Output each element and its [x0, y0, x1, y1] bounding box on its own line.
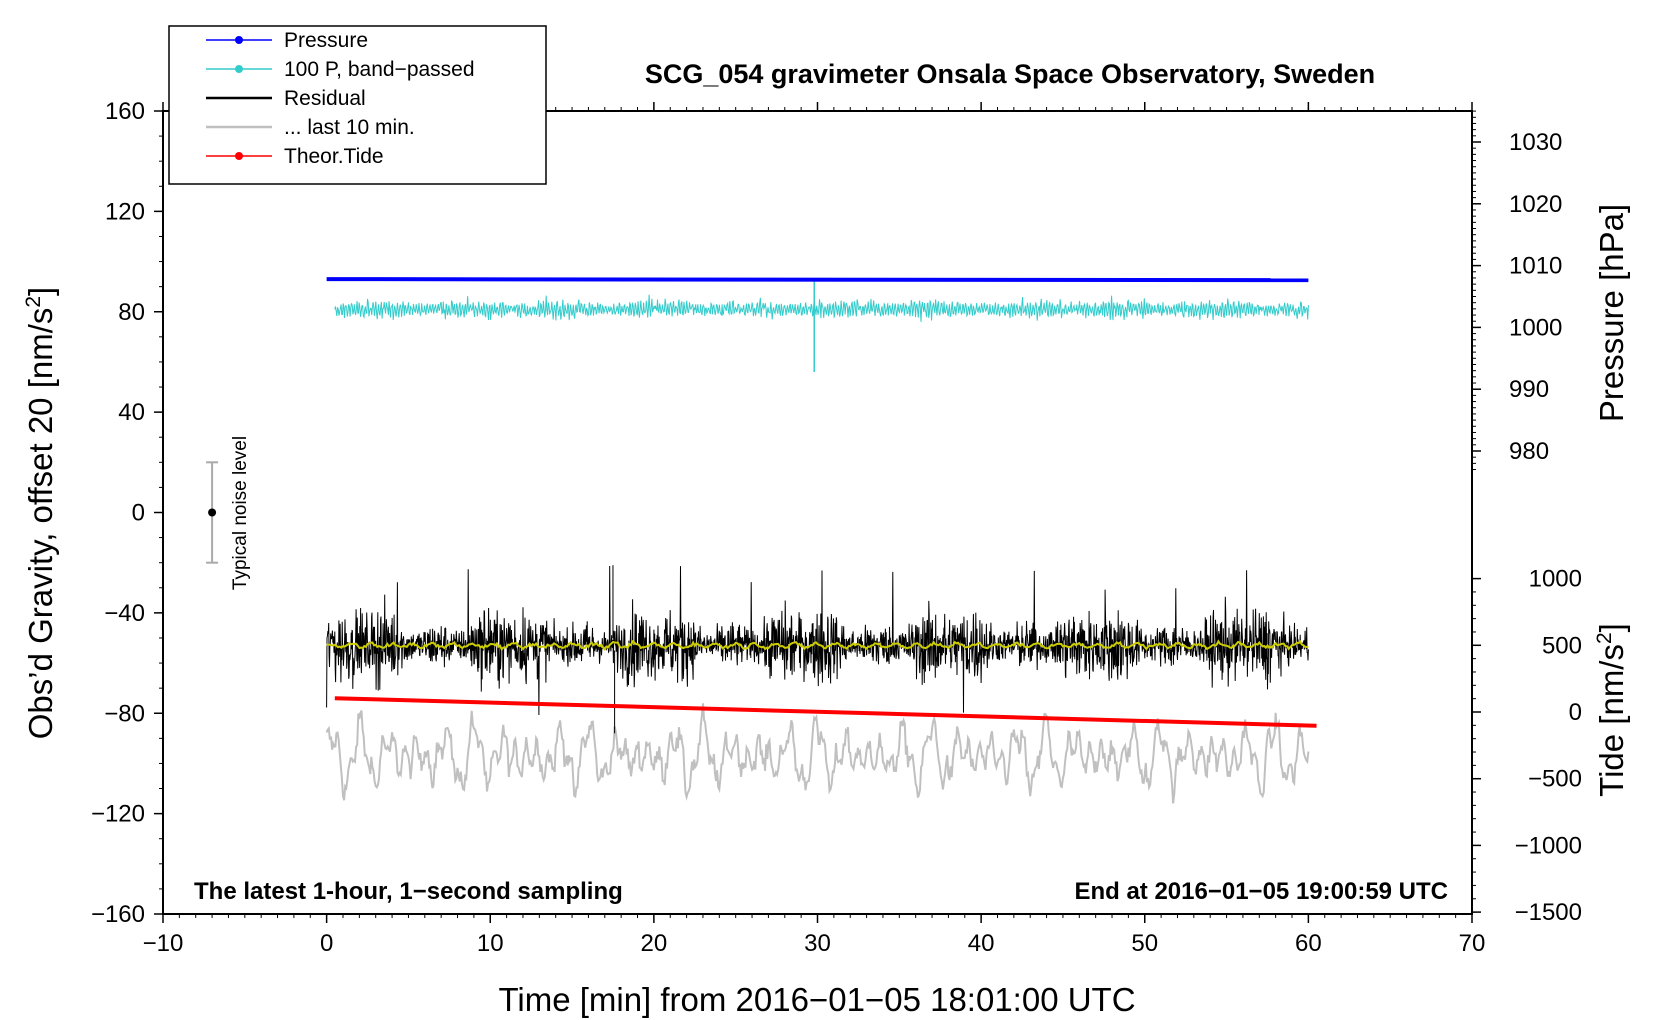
series-layer — [325, 277, 1317, 804]
chart-title: SCG_054 gravimeter Onsala Space Observat… — [645, 59, 1375, 89]
series-residual — [326, 565, 1309, 716]
y-tick-label: 40 — [118, 399, 145, 426]
legend-label: Pressure — [284, 29, 368, 52]
legend-label: ... last 10 min. — [284, 116, 415, 139]
y-tick-label: −160 — [91, 901, 145, 928]
y-axis-title-sup: 2 — [22, 296, 45, 308]
pressure-tick-label: 1000 — [1509, 314, 1562, 341]
legend-label: Residual — [284, 87, 366, 110]
plot-area — [154, 102, 1481, 923]
pressure-tick-labels: 1030 1020 1010 1000 990 980 — [1509, 129, 1562, 465]
pressure-tick-label: 980 — [1509, 438, 1549, 465]
note-latest-hour: The latest 1-hour, 1−second sampling — [194, 878, 623, 905]
noise-center-dot — [208, 508, 217, 517]
legend: Pressure 100 P, band−passed Residual ... la… — [168, 25, 547, 185]
minor-ticks — [159, 107, 1476, 918]
tide-tick-label: −500 — [1528, 766, 1582, 793]
legend-marker — [235, 65, 243, 73]
series-theor-tide — [334, 696, 1317, 728]
pressure-axis-title: Pressure [hPa] — [1593, 204, 1630, 422]
tide-tick-label: −1500 — [1515, 899, 1582, 926]
x-tick-label: 70 — [1459, 930, 1486, 957]
series-residual-smoothed — [326, 639, 1309, 652]
tide-tick-label: 0 — [1569, 699, 1582, 726]
y-tick-label: −120 — [91, 801, 145, 828]
x-axis-title: Time [min] from 2016−01−05 18:01:00 UTC — [498, 981, 1135, 1018]
pressure-tick-label: 990 — [1509, 376, 1549, 403]
legend-label: 100 P, band−passed — [284, 58, 475, 81]
major-ticks — [154, 102, 1481, 923]
legend-marker — [235, 36, 243, 44]
x-tick-label: 30 — [804, 930, 831, 957]
y-tick-labels: −160 −120 −80 −40 0 40 80 120 160 — [91, 98, 145, 928]
x-tick-labels: −10 0 10 20 30 40 50 60 70 — [143, 930, 1486, 957]
x-tick-label: 40 — [968, 930, 995, 957]
pressure-tick-label: 1010 — [1509, 253, 1562, 280]
x-tick-label: −10 — [143, 930, 184, 957]
y-axis-title-close: ] — [22, 287, 59, 296]
tide-tick-label: −1000 — [1515, 832, 1582, 859]
y-axis-title: Obs’d Gravity, offset 20 [nm/s2] — [22, 287, 59, 739]
x-tick-label: 20 — [641, 930, 668, 957]
x-tick-label: 0 — [320, 930, 333, 957]
tide-axis-title: Tide [nm/s2] — [1593, 623, 1630, 797]
x-tick-label: 10 — [477, 930, 504, 957]
y-tick-label: 0 — [132, 500, 145, 527]
tide-tick-label: 500 — [1542, 632, 1582, 659]
y-tick-label: −80 — [104, 700, 145, 727]
noise-label: Typical noise level — [230, 436, 251, 590]
plot-frame — [162, 110, 1473, 915]
y-tick-label: 120 — [105, 198, 145, 225]
series-pressure — [326, 277, 1309, 283]
note-end-time: End at 2016−01−05 19:00:59 UTC — [1074, 878, 1448, 905]
y-tick-label: 160 — [105, 98, 145, 125]
legend-box — [168, 25, 547, 185]
tide-tick-label: 1000 — [1529, 566, 1582, 593]
y-tick-label: 80 — [118, 299, 145, 326]
series-last-10-min — [325, 703, 1310, 804]
noise-indicator: Typical noise level — [206, 436, 251, 590]
pressure-tick-label: 1030 — [1509, 129, 1562, 156]
series-band-passed — [334, 294, 1309, 322]
tide-axis-title-close: ] — [1593, 623, 1630, 632]
y-axis-title-main: Obs’d Gravity, offset 20 [nm/s — [22, 308, 59, 740]
y-tick-label: −40 — [104, 600, 145, 627]
tide-axis-title-sup: 2 — [1593, 632, 1616, 644]
tide-tick-labels: 1000 500 0 −500 −1000 −1500 — [1515, 566, 1582, 927]
x-tick-label: 50 — [1131, 930, 1158, 957]
x-tick-label: 60 — [1295, 930, 1322, 957]
tide-axis-title-main: Tide [nm/s — [1593, 644, 1630, 797]
legend-label: Theor.Tide — [284, 145, 384, 168]
legend-marker — [235, 152, 243, 160]
pressure-tick-label: 1020 — [1509, 191, 1562, 218]
